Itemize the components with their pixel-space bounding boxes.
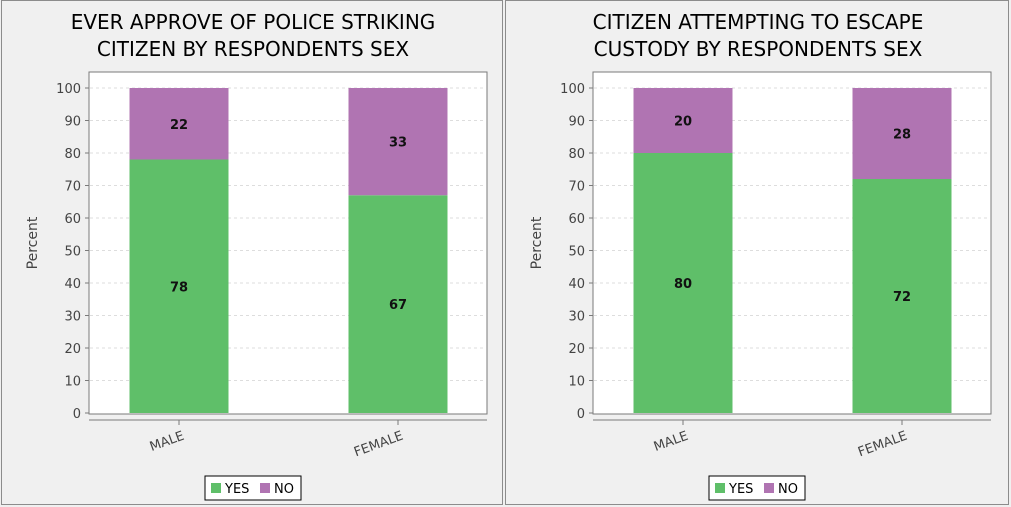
y-tick-label: 80 bbox=[568, 147, 585, 162]
y-tick-label: 40 bbox=[64, 277, 81, 292]
y-tick-label: 20 bbox=[568, 342, 585, 357]
y-tick-label: 100 bbox=[560, 82, 585, 97]
y-axis-label: Percent bbox=[25, 216, 41, 269]
legend: YES NO bbox=[204, 475, 302, 501]
data-label-yes-male: 78 bbox=[170, 280, 188, 295]
data-label-yes-female: 72 bbox=[893, 290, 911, 305]
chart-title-line-1: EVER APPROVE OF POLICE STRIKING bbox=[71, 10, 436, 34]
chart-panel-police-striking: EVER APPROVE OF POLICE STRIKING CITIZEN B… bbox=[1, 0, 503, 505]
bar-no-male bbox=[129, 88, 229, 160]
y-tick-label: 30 bbox=[64, 310, 81, 325]
bar-yes-female bbox=[852, 179, 952, 413]
bar-no-female bbox=[348, 88, 448, 196]
data-label-no-male: 20 bbox=[674, 115, 692, 130]
x-tick-label-female: FEMALE bbox=[352, 429, 405, 461]
y-tick-label: 0 bbox=[577, 407, 585, 422]
bar-no-male bbox=[633, 88, 733, 153]
legend-label-yes: YES bbox=[728, 482, 753, 497]
data-label-no-female: 33 bbox=[389, 136, 407, 151]
legend-swatch-yes bbox=[211, 483, 221, 493]
y-tick-label: 0 bbox=[73, 407, 81, 422]
chart-svg: CITIZEN ATTEMPTING TO ESCAPE CUSTODY BY R… bbox=[529, 10, 992, 501]
y-tick-label: 80 bbox=[64, 147, 81, 162]
y-tick-label: 60 bbox=[64, 212, 81, 227]
legend: YES NO bbox=[708, 475, 806, 501]
y-tick-label: 30 bbox=[568, 310, 585, 325]
y-tick-label: 10 bbox=[64, 375, 81, 390]
bar-yes-female bbox=[348, 195, 448, 413]
y-tick-label: 50 bbox=[568, 245, 585, 260]
x-tick-label-female: FEMALE bbox=[856, 429, 909, 461]
data-label-no-female: 28 bbox=[893, 128, 911, 143]
y-axis-label: Percent bbox=[529, 216, 545, 269]
bar-no-female bbox=[852, 88, 952, 179]
data-label-yes-male: 80 bbox=[674, 277, 692, 292]
legend-swatch-yes bbox=[715, 483, 725, 493]
legend-swatch-no bbox=[260, 483, 270, 493]
y-tick-label: 50 bbox=[64, 245, 81, 260]
data-label-yes-female: 67 bbox=[389, 298, 407, 313]
legend-label-no: NO bbox=[778, 482, 798, 497]
y-tick-label: 60 bbox=[568, 212, 585, 227]
legend-swatch-no bbox=[764, 483, 774, 493]
y-tick-label: 20 bbox=[64, 342, 81, 357]
bar-yes-male bbox=[129, 159, 229, 413]
y-tick-label: 70 bbox=[568, 180, 585, 195]
legend-label-yes: YES bbox=[224, 482, 249, 497]
data-label-no-male: 22 bbox=[170, 118, 188, 133]
y-tick-label: 40 bbox=[568, 277, 585, 292]
chart-title-line-2: CUSTODY BY RESPONDENTS SEX bbox=[594, 37, 923, 61]
bar-yes-male bbox=[633, 153, 733, 413]
y-tick-label: 10 bbox=[568, 375, 585, 390]
y-tick-label: 100 bbox=[56, 82, 81, 97]
legend-label-no: NO bbox=[274, 482, 294, 497]
chart-title-line-1: CITIZEN ATTEMPTING TO ESCAPE bbox=[593, 10, 924, 34]
x-tick-label-male: MALE bbox=[652, 429, 691, 455]
chart-svg: EVER APPROVE OF POLICE STRIKING CITIZEN B… bbox=[25, 10, 488, 501]
y-tick-label: 70 bbox=[64, 180, 81, 195]
y-tick-label: 90 bbox=[64, 115, 81, 130]
chart-title-line-2: CITIZEN BY RESPONDENTS SEX bbox=[97, 37, 409, 61]
x-tick-label-male: MALE bbox=[148, 429, 187, 455]
y-tick-label: 90 bbox=[568, 115, 585, 130]
chart-panel-escape-custody: CITIZEN ATTEMPTING TO ESCAPE CUSTODY BY R… bbox=[505, 0, 1009, 505]
